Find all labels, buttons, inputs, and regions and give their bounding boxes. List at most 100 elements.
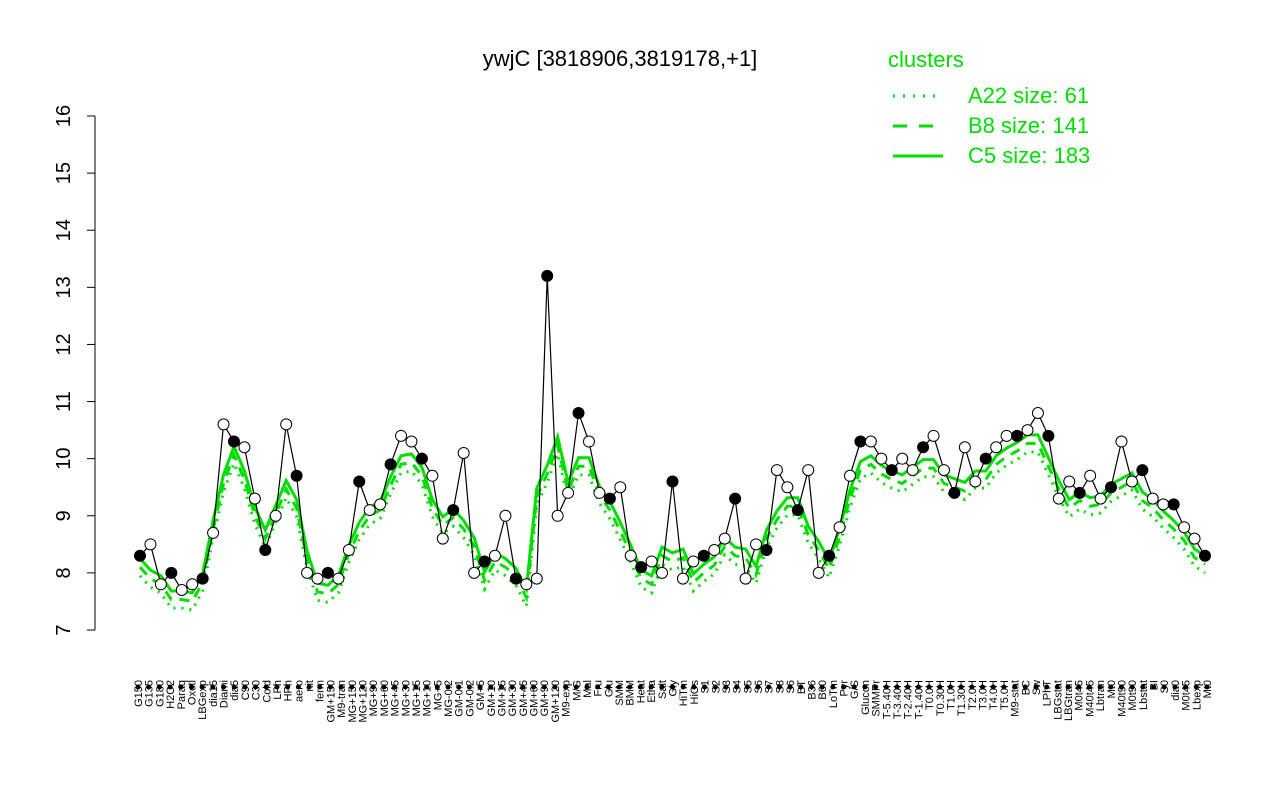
x-tick-marker [1204,684,1210,690]
x-tick-label: Salt [657,680,669,699]
x-tick-marker [445,684,451,690]
x-tick-marker [851,684,857,690]
x-tick-marker [755,684,761,690]
x-tick-marker [702,684,708,690]
data-point [509,572,522,585]
x-tick-marker [135,684,141,690]
data-point [144,538,157,551]
data-point [468,566,481,579]
x-tick-marker [370,684,376,690]
x-tick-marker [648,684,654,690]
x-tick-label: BI [1149,680,1161,690]
data-point [572,406,585,419]
data-point [812,566,825,579]
data-point [1167,498,1180,511]
data-point [1031,406,1044,419]
x-tick-marker [327,684,333,690]
x-tick-label: LBGexp [197,680,209,720]
x-tick-marker [424,684,430,690]
data-point [541,269,554,282]
x-tick-label: Diami [219,680,231,708]
x-tick-marker [349,684,355,690]
x-tick-label: HiTm [678,680,690,706]
x-tick-label: T1.30H [956,680,968,716]
data-point [875,452,888,465]
legend-title: clusters [888,47,964,72]
data-point [186,578,199,591]
x-tick-marker [509,684,515,690]
x-tick-marker [199,684,205,690]
x-tick-label: T-1.40H [913,680,925,719]
x-tick-marker [285,684,291,690]
x-tick-label: M9-tran [336,680,348,718]
series-points [134,269,1211,597]
x-tick-marker [605,684,611,690]
data-point [1063,475,1076,488]
x-tick-marker [498,684,504,690]
data-point [395,429,408,442]
x-tick-marker [1129,684,1135,690]
data-point [739,572,752,585]
x-tick-marker [263,684,269,690]
x-tick-label: H2O2 [165,680,177,709]
data-point [238,441,251,454]
x-tick-label: Pyr [839,680,851,697]
data-point [781,481,794,494]
data-point [791,504,804,517]
x-tick-marker [830,684,836,690]
x-tick-label: M9-exp [561,680,573,717]
data-point [666,475,679,488]
data-point [280,418,293,431]
data-point [175,584,188,597]
data-point [196,572,209,585]
x-tick-label: Mal [582,680,594,698]
x-tick-marker [1140,684,1146,690]
data-point [593,486,606,499]
x-tick-label: T-3.40H [892,680,904,719]
x-tick-label: GM+120 [550,680,562,723]
x-tick-marker [274,684,280,690]
x-tick-marker [242,684,248,690]
x-tick-marker [990,684,996,690]
data-point [259,544,272,557]
x-tick-marker [841,684,847,690]
x-tick-label: GM+90 [539,680,551,716]
data-point [1125,475,1138,488]
x-tick-marker [905,684,911,690]
x-tick-label: LPhT [1042,680,1054,707]
data-point [374,498,387,511]
x-tick-label: ferm [315,680,327,702]
x-tick-label: MG+45 [390,680,402,716]
x-tick-label: Glu [603,680,615,697]
x-tick-label: nit [304,680,316,692]
x-tick-label: GM+5 [475,680,487,710]
x-tick-label: G180 [154,680,166,707]
data-point [384,458,397,471]
x-tick-marker [819,684,825,690]
data-point [708,544,721,557]
x-tick-label: T-2.40H [903,680,915,719]
legend: clusters A22 size: 61 B8 size: 141 C5 si… [888,47,1090,168]
x-tick-marker [552,684,558,690]
data-point [1042,429,1055,442]
data-point [154,578,167,591]
x-tick-marker [221,684,227,690]
x-tick-label: LBGtran [1063,680,1075,721]
x-tick-label: G150 [133,680,145,707]
x-tick-marker [680,684,686,690]
data-point [635,561,648,574]
cluster-b8-line [138,440,1206,604]
data-point [979,452,992,465]
data-point [301,566,314,579]
x-tick-marker [563,684,569,690]
data-point [906,464,919,477]
x-tick-marker [1172,684,1178,690]
x-tick-label: S1 [700,680,712,693]
x-tick-marker [156,684,162,690]
data-point [1178,521,1191,534]
x-tick-label: Mt0 [1202,680,1214,698]
x-tick-label: Lbstat [1138,680,1150,710]
x-tick-label: BC [1020,680,1032,695]
x-tick-marker [520,684,526,690]
